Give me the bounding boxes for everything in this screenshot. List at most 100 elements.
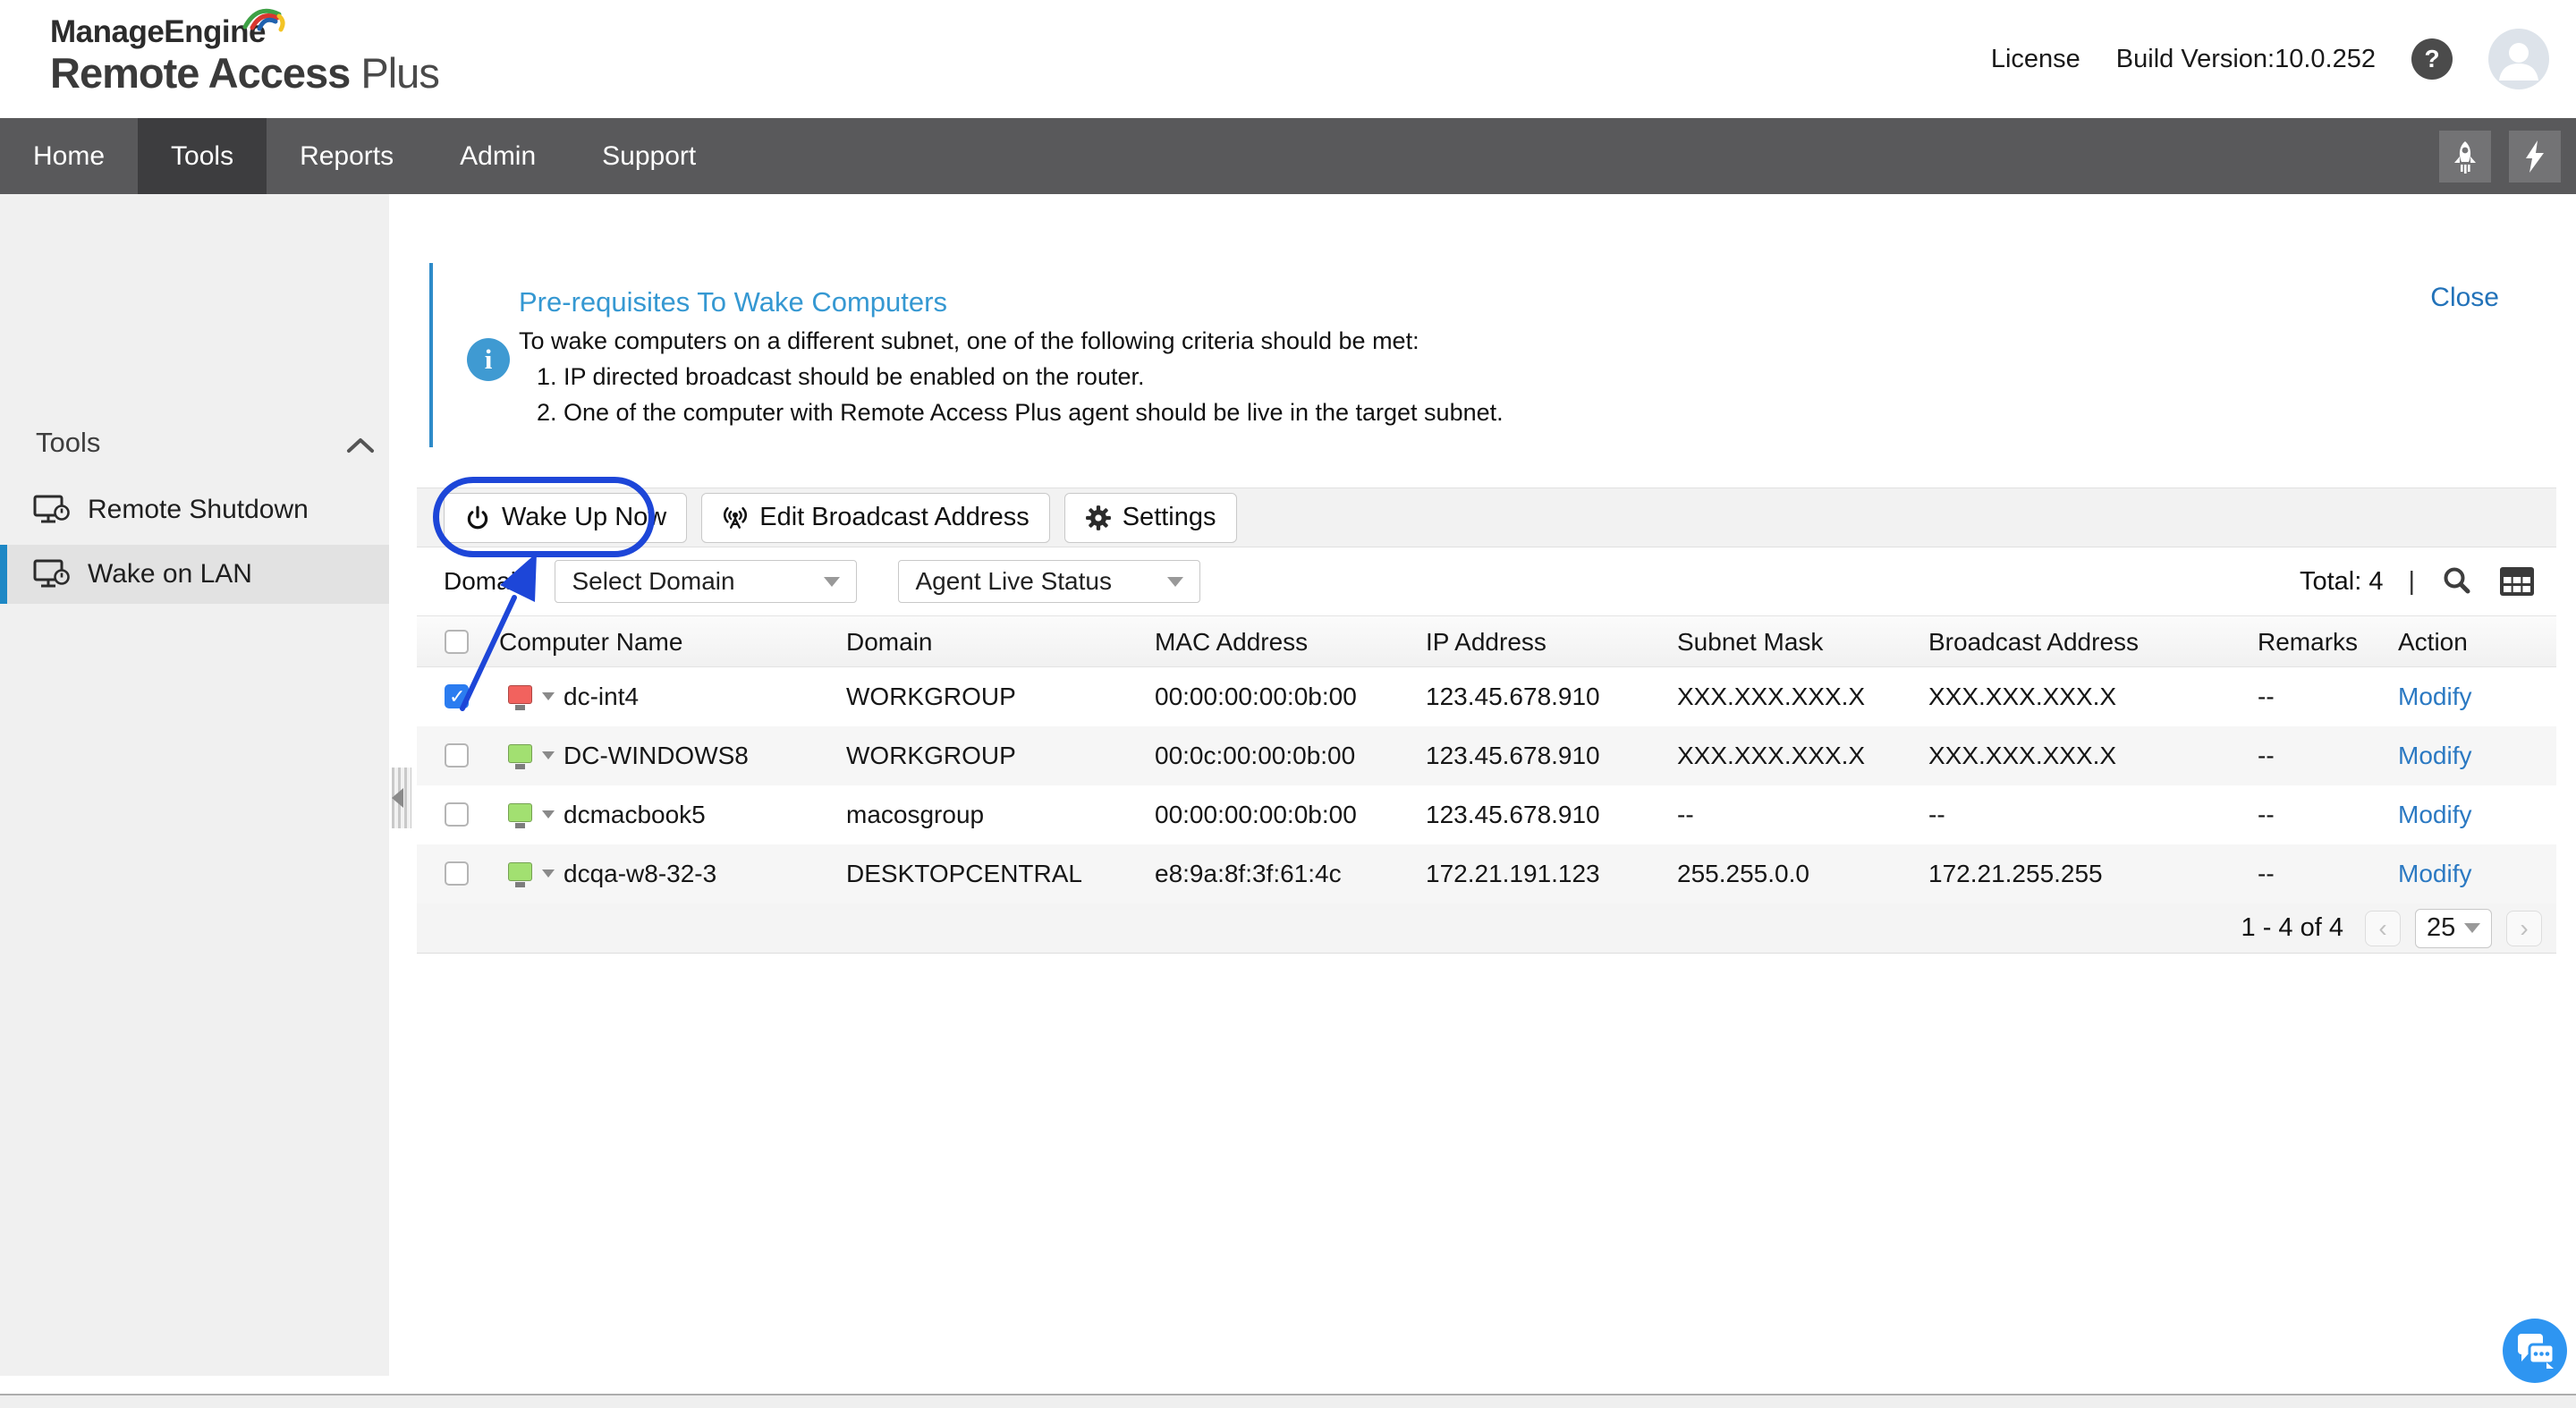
- sidebar: Tools Remote Shutdown Wake on LAN: [0, 194, 389, 1376]
- row-checkbox[interactable]: [445, 802, 469, 827]
- cell-domain: WORKGROUP: [846, 742, 1016, 769]
- computer-online-icon: [508, 862, 532, 887]
- table-header: Computer Name Domain MAC Address IP Addr…: [417, 615, 2556, 667]
- previous-page-button[interactable]: ‹: [2365, 910, 2401, 946]
- table-row: dcqa-w8-32-3 DESKTOPCENTRAL e8:9a:8f:3f:…: [417, 844, 2556, 903]
- row-checkbox[interactable]: [445, 743, 469, 768]
- modify-link[interactable]: Modify: [2398, 742, 2472, 769]
- table-row: DC-WINDOWS8 WORKGROUP 00:0c:00:00:0b:00 …: [417, 726, 2556, 785]
- cell-computer-name[interactable]: dcqa-w8-32-3: [564, 860, 717, 887]
- cell-mac: e8:9a:8f:3f:61:4c: [1155, 860, 1342, 887]
- column-header-ip-address[interactable]: IP Address: [1426, 628, 1546, 656]
- sidebar-item-wake-on-lan[interactable]: Wake on LAN: [0, 545, 389, 604]
- rocket-icon[interactable]: [2439, 131, 2491, 182]
- modify-link[interactable]: Modify: [2398, 801, 2472, 828]
- cell-ip: 123.45.678.910: [1426, 683, 1600, 710]
- broadcast-antenna-icon: [724, 506, 748, 529]
- column-header-broadcast-address[interactable]: Broadcast Address: [1928, 628, 2140, 656]
- computer-online-icon: [508, 744, 532, 769]
- wol-toolbar: Wake Up Now Edit Broadcast Address: [417, 488, 2556, 547]
- page-size-select[interactable]: 25: [2415, 908, 2492, 948]
- power-icon: [467, 505, 488, 529]
- agent-live-status-select[interactable]: Agent Live Status: [898, 560, 1201, 603]
- nav-item-tools[interactable]: Tools: [138, 118, 267, 194]
- app-header: ManageEngine Remote Access Plus License …: [0, 0, 2576, 118]
- table-row: dcmacbook5 macosgroup 00:00:00:00:0b:00 …: [417, 785, 2556, 844]
- user-avatar[interactable]: [2488, 29, 2549, 89]
- cell-subnet: XXX.XXX.XXX.X: [1677, 683, 1866, 710]
- brand-manageengine: ManageEngine: [50, 14, 266, 49]
- chevron-down-icon[interactable]: [542, 810, 555, 819]
- page-range-label: 1 - 4 of 4: [2241, 913, 2343, 942]
- nav-item-support[interactable]: Support: [602, 140, 697, 171]
- chat-icon: [2518, 1334, 2555, 1369]
- gear-icon: [1085, 505, 1111, 530]
- column-header-action[interactable]: Action: [2398, 628, 2468, 656]
- cell-computer-name[interactable]: dcmacbook5: [564, 801, 706, 828]
- cell-remarks: --: [2258, 742, 2275, 769]
- column-header-mac-address[interactable]: MAC Address: [1155, 628, 1309, 656]
- column-header-domain[interactable]: Domain: [846, 628, 933, 656]
- cell-ip: 123.45.678.910: [1426, 801, 1600, 828]
- monitor-power-icon: [33, 559, 70, 588]
- close-link[interactable]: Close: [2430, 283, 2499, 312]
- brand-swoosh-icon: [242, 8, 285, 32]
- infobox-point-2: 2. One of the computer with Remote Acces…: [537, 399, 1504, 426]
- cell-domain: DESKTOPCENTRAL: [846, 860, 1082, 887]
- cell-computer-name[interactable]: dc-int4: [564, 683, 640, 710]
- chevron-down-icon[interactable]: [542, 869, 555, 878]
- settings-button[interactable]: Settings: [1063, 492, 1237, 543]
- sidebar-item-remote-shutdown[interactable]: Remote Shutdown: [0, 480, 389, 539]
- cell-broadcast: --: [1928, 801, 1945, 828]
- column-header-remarks[interactable]: Remarks: [2258, 628, 2359, 656]
- column-header-computer-name[interactable]: Computer Name: [499, 628, 683, 656]
- license-link[interactable]: License: [1990, 44, 2080, 73]
- infobox-point-1: 1. IP directed broadcast should be enabl…: [537, 363, 1145, 390]
- column-header-subnet-mask[interactable]: Subnet Mask: [1677, 628, 1824, 656]
- modify-link[interactable]: Modify: [2398, 683, 2472, 710]
- lightning-icon[interactable]: [2509, 131, 2561, 182]
- cell-broadcast: XXX.XXX.XXX.X: [1928, 683, 2117, 710]
- cell-subnet: 255.255.0.0: [1677, 860, 1809, 887]
- computer-online-icon: [508, 803, 532, 828]
- sidebar-resize-handle[interactable]: [392, 768, 411, 828]
- edit-broadcast-address-button[interactable]: Edit Broadcast Address: [701, 492, 1050, 543]
- bottom-scrollbar-track[interactable]: [0, 1394, 2576, 1408]
- chevron-down-icon[interactable]: [542, 751, 555, 759]
- sidebar-title: Tools: [36, 427, 101, 458]
- row-checkbox[interactable]: [445, 861, 469, 886]
- modify-link[interactable]: Modify: [2398, 860, 2472, 887]
- column-chooser-icon[interactable]: [2499, 566, 2535, 597]
- total-count-label: Total: 4: [2299, 566, 2384, 596]
- sidebar-item-label: Wake on LAN: [88, 559, 252, 589]
- chat-bubble-button[interactable]: [2503, 1319, 2567, 1383]
- select-all-checkbox[interactable]: [445, 630, 469, 654]
- brand-product-name: Remote Access Plus: [50, 49, 440, 97]
- table-row: dc-int4 WORKGROUP 00:00:00:00:0b:00 123.…: [417, 667, 2556, 726]
- chevron-down-icon: [1167, 576, 1184, 587]
- nav-item-admin[interactable]: Admin: [460, 140, 537, 171]
- cell-remarks: --: [2258, 860, 2275, 887]
- chevron-down-icon[interactable]: [542, 692, 555, 700]
- filter-bar: Domain Select Domain Agent Live Status T…: [417, 548, 2556, 615]
- chevron-down-icon: [2464, 923, 2480, 933]
- build-version-label: Build Version:10.0.252: [2115, 44, 2376, 73]
- wake-up-now-button[interactable]: Wake Up Now: [444, 492, 688, 543]
- main-nav: Home Tools Reports Admin Support: [0, 118, 2576, 194]
- nav-item-reports[interactable]: Reports: [300, 140, 394, 171]
- infobox-intro: To wake computers on a different subnet,…: [519, 327, 1419, 354]
- next-page-button[interactable]: ›: [2506, 910, 2542, 946]
- nav-item-home[interactable]: Home: [33, 140, 106, 171]
- cell-mac: 00:0c:00:00:0b:00: [1155, 742, 1356, 769]
- cell-domain: WORKGROUP: [846, 683, 1016, 710]
- separator: |: [2408, 566, 2415, 596]
- domain-select[interactable]: Select Domain: [555, 560, 858, 603]
- search-icon[interactable]: [2440, 564, 2474, 598]
- chevron-up-icon[interactable]: [345, 436, 376, 455]
- row-checkbox[interactable]: [445, 684, 469, 708]
- help-icon[interactable]: ?: [2411, 38, 2453, 80]
- cell-ip: 172.21.191.123: [1426, 860, 1600, 887]
- cell-computer-name[interactable]: DC-WINDOWS8: [564, 742, 749, 769]
- info-icon: i: [467, 338, 510, 381]
- domain-label: Domain: [444, 567, 530, 595]
